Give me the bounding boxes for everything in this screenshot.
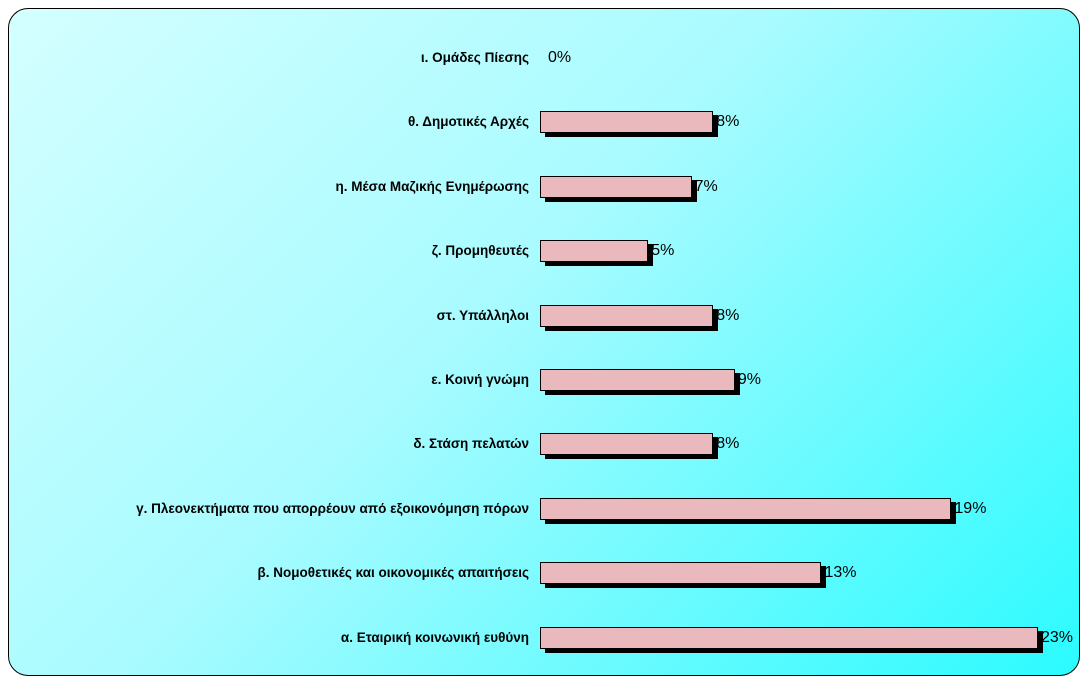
bar (540, 304, 714, 327)
category-label: γ. Πλεονεκτήματα που απορρέουν από εξοικ… (136, 500, 529, 516)
value-label: 7% (694, 177, 718, 195)
value-label: 8% (716, 435, 740, 453)
category-label: ι. Ομάδες Πίεσης (420, 50, 529, 65)
bar (540, 369, 735, 391)
category-label: ζ. Προμηθευτές (431, 243, 529, 259)
value-label: 9% (737, 371, 761, 388)
value-label: 19% (954, 499, 987, 517)
chart: ι. Ομάδες Πίεσης 0% θ. Δημοτικές Αρχές 8% η.… (8, 8, 1080, 676)
bar (540, 111, 714, 134)
value-label: 13% (824, 564, 857, 582)
category-label: β. Νομοθετικές και οικονομικές απαιτήσει… (257, 565, 529, 581)
category-label: ε. Κοινή γνώμη (431, 372, 529, 387)
category-label: α. Εταιρική κοινωνική ευθύνη (340, 629, 529, 645)
value-label: 23% (1041, 628, 1074, 646)
category-label: στ. Υπάλληλοι (436, 307, 529, 323)
value-label: 8% (716, 113, 740, 131)
category-label: η. Μέσα Μαζικής Ενημέρωσης (335, 178, 529, 194)
bar (540, 497, 952, 520)
category-label: δ. Στάση πελατών (413, 436, 529, 452)
bar (540, 562, 822, 585)
bar (540, 240, 649, 263)
bar (540, 175, 692, 198)
category-label: θ. Δημοτικές Αρχές (407, 114, 529, 130)
value-label: 8% (716, 306, 740, 324)
bar (540, 626, 1038, 649)
value-label: 0% (548, 49, 572, 66)
value-label: 5% (651, 242, 675, 260)
bar (540, 433, 714, 456)
